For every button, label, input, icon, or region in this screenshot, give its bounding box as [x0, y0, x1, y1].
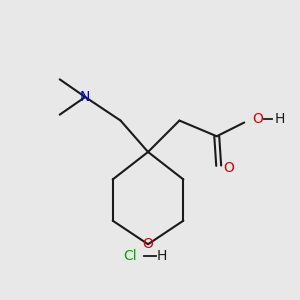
Text: Cl: Cl	[124, 249, 137, 263]
Text: O: O	[142, 237, 154, 251]
Text: O: O	[223, 161, 234, 175]
Text: H: H	[274, 112, 285, 126]
Text: N: N	[80, 90, 90, 104]
Text: O: O	[252, 112, 263, 126]
Text: H: H	[157, 249, 167, 263]
